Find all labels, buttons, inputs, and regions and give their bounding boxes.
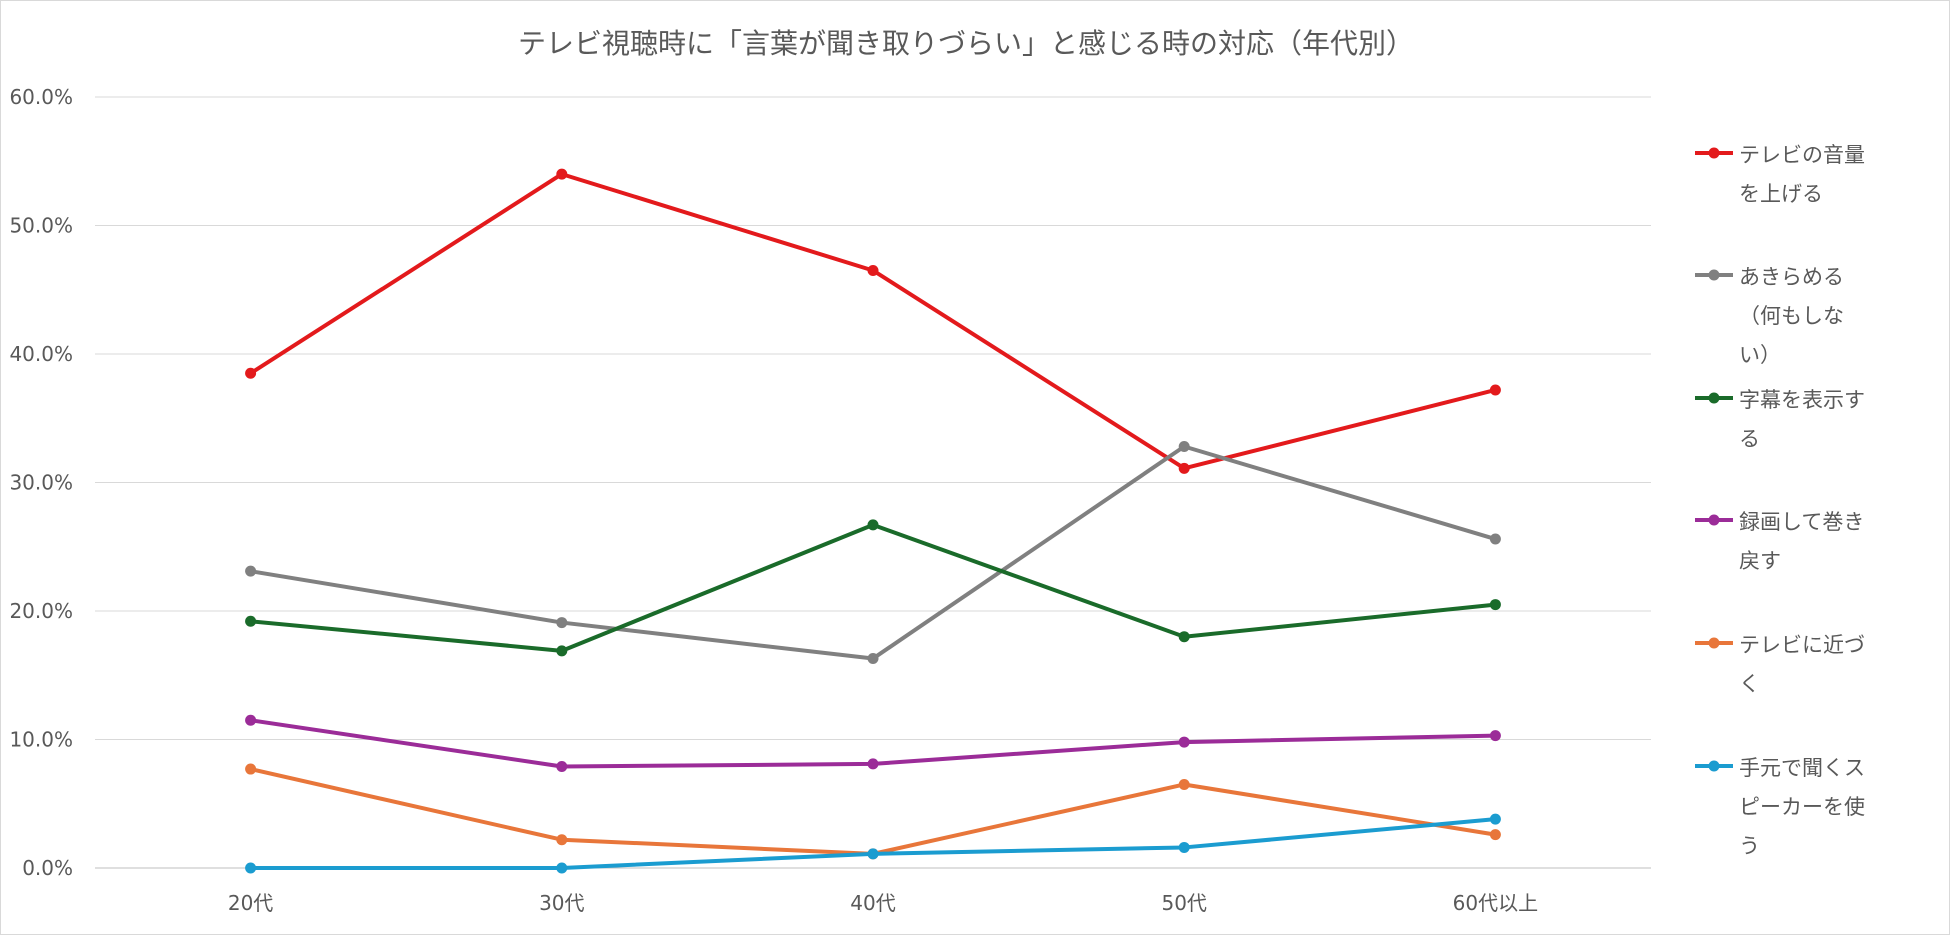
legend-swatch-marker: [1708, 514, 1720, 526]
series-4: [245, 763, 1501, 860]
legend-label: ピーカーを使: [1739, 795, 1865, 819]
data-point: [1178, 736, 1190, 748]
data-point: [1178, 462, 1190, 474]
data-point: [245, 763, 257, 775]
data-point: [245, 367, 257, 379]
data-point: [1178, 631, 1190, 643]
legend-label: あきらめる: [1739, 265, 1844, 289]
data-point: [556, 862, 568, 874]
data-point: [1178, 778, 1190, 790]
data-point: [867, 848, 879, 860]
data-point: [1489, 599, 1501, 611]
data-point: [867, 758, 879, 770]
data-point: [245, 862, 257, 874]
legend-swatch-marker: [1708, 637, 1720, 649]
legend-label: （何もしな: [1739, 304, 1844, 328]
legend-label: 録画して巻き: [1739, 510, 1864, 534]
series-lines: [245, 168, 1501, 874]
series-2: [245, 519, 1501, 657]
data-point: [867, 653, 879, 665]
data-point: [1489, 730, 1501, 742]
legend-label: 戻す: [1739, 549, 1781, 573]
series-1: [245, 441, 1501, 665]
series-0: [245, 168, 1501, 474]
series-line: [248, 522, 1498, 653]
x-tick-label: 40代: [850, 891, 895, 915]
x-tick-label: 50代: [1161, 891, 1206, 915]
series-line: [248, 444, 1498, 661]
legend-label: を上げる: [1739, 182, 1823, 206]
y-tick-label: 0.0%: [22, 856, 73, 880]
legend-swatch-marker: [1708, 392, 1720, 404]
y-tick-label: 10.0%: [9, 728, 73, 752]
data-point: [556, 168, 568, 180]
series-line: [248, 817, 1498, 870]
data-point: [1178, 441, 1190, 453]
y-tick-label: 40.0%: [9, 342, 73, 366]
legend-label: い）: [1739, 343, 1781, 367]
data-point: [1489, 813, 1501, 825]
legend: テレビの音量を上げるあきらめる（何もしない）字幕を表示する録画して巻き戻すテレビ…: [1695, 143, 1865, 858]
legend-label: 字幕を表示す: [1739, 388, 1865, 412]
legend-label: テレビの音量: [1739, 143, 1865, 167]
data-point: [867, 264, 879, 276]
legend-swatch-marker: [1708, 269, 1720, 281]
data-point: [245, 565, 257, 577]
legend-label: く: [1739, 672, 1760, 696]
legend-label: テレビに近づ: [1739, 633, 1865, 657]
data-point: [1489, 533, 1501, 545]
x-tick-label: 60代以上: [1453, 891, 1538, 915]
y-axis-ticks: 0.0% 10.0% 20.0% 30.0% 40.0% 50.0% 60.0%: [9, 85, 73, 880]
y-tick-label: 30.0%: [9, 471, 73, 495]
x-axis-ticks: 20代 30代 40代 50代 60代以上: [228, 891, 1538, 915]
y-tick-label: 50.0%: [9, 214, 73, 238]
data-point: [556, 617, 568, 629]
legend-label: 手元で聞くス: [1739, 756, 1865, 780]
legend-swatch-marker: [1708, 147, 1720, 159]
chart-title: テレビ視聴時に「言葉が聞き取りづらい」と感じる時の対応（年代別）: [518, 27, 1414, 60]
data-point: [1489, 829, 1501, 841]
series-3: [245, 714, 1501, 772]
data-point: [1489, 384, 1501, 396]
y-tick-label: 60.0%: [9, 85, 73, 109]
x-tick-label: 20代: [228, 891, 273, 915]
legend-label: う: [1739, 834, 1760, 858]
data-point: [245, 714, 257, 726]
legend-swatch-marker: [1708, 760, 1720, 772]
gridlines: [95, 96, 1651, 869]
series-line: [248, 767, 1498, 856]
data-point: [1178, 841, 1190, 853]
y-tick-label: 20.0%: [9, 599, 73, 623]
x-tick-label: 30代: [539, 891, 584, 915]
data-point: [867, 519, 879, 531]
series-line: [248, 172, 1498, 471]
legend-label: る: [1739, 427, 1760, 451]
data-point: [556, 645, 568, 657]
data-point: [556, 760, 568, 772]
series-5: [245, 813, 1501, 874]
data-point: [556, 834, 568, 846]
data-point: [245, 615, 257, 627]
